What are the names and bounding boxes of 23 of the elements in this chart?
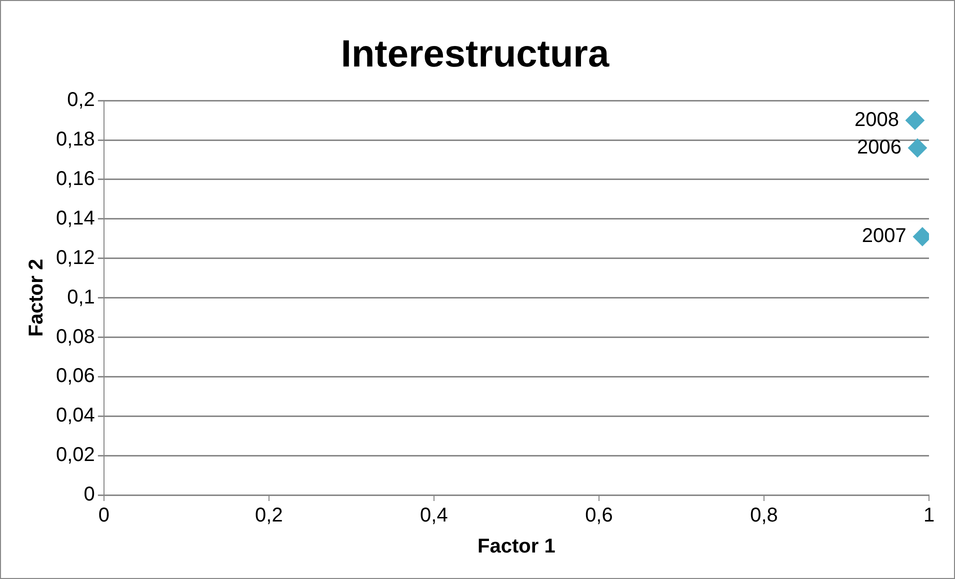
y-tick-label: 0,18	[56, 128, 95, 151]
y-tick-label: 0,04	[56, 404, 95, 427]
y-axis-title: Factor 2	[26, 258, 48, 337]
y-tick-label: 0,1	[67, 286, 95, 308]
y-tick-label: 0,06	[56, 365, 95, 388]
x-axis-title: Factor 1	[478, 536, 556, 558]
y-tick-label: 0,08	[56, 326, 95, 348]
x-tick-label: 0	[98, 504, 110, 527]
y-tick-label: 0,12	[56, 246, 95, 269]
y-tick-label: 0,16	[56, 168, 95, 190]
y-tick-label: 0,2	[67, 89, 95, 112]
chart-title: Interestructura	[340, 33, 610, 76]
annotation: 2007	[862, 225, 906, 248]
x-tick-label: 0,2	[255, 504, 283, 527]
y-tick-label: 0,02	[56, 444, 95, 466]
y-tick-label: 0,14	[56, 207, 95, 230]
x-tick-label: 0,8	[750, 504, 778, 527]
x-tick-label: 1	[923, 504, 935, 527]
x-tick-label: 0,4	[420, 504, 448, 527]
x-tick-label: 0,6	[585, 504, 613, 527]
y-tick-label: 0	[84, 484, 95, 506]
annotation: 2006	[856, 136, 902, 158]
annotation: 2008	[854, 108, 899, 131]
